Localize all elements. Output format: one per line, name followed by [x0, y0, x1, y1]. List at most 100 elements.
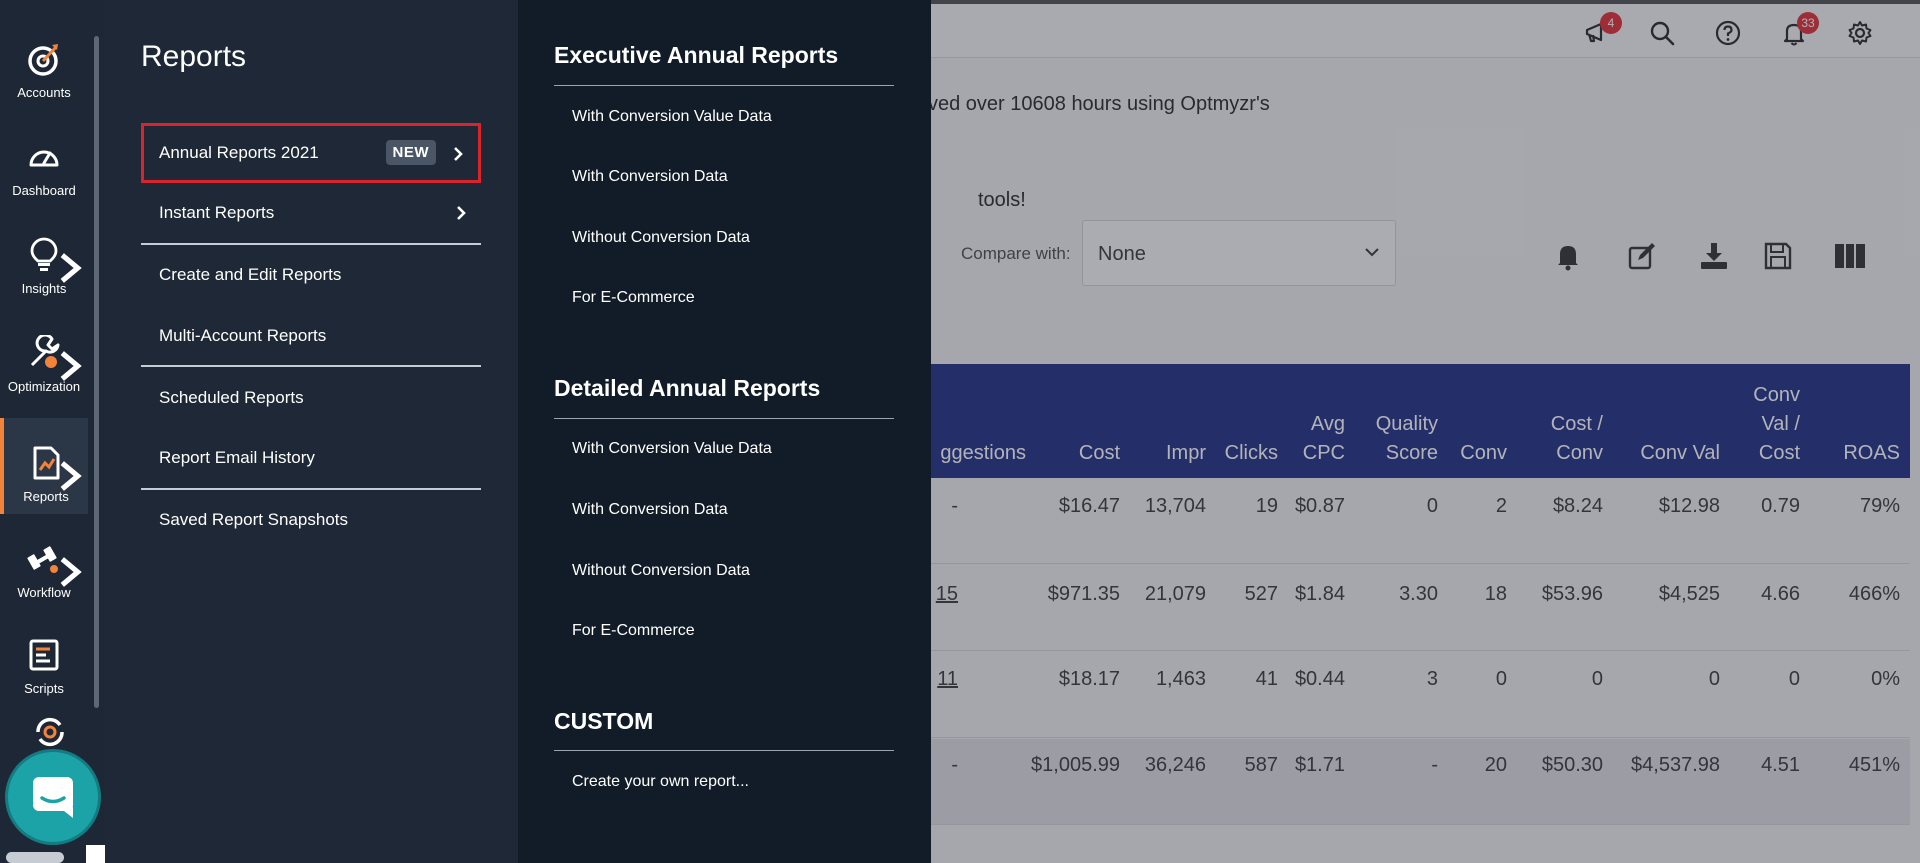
rail-item-accounts[interactable]: Accounts: [0, 14, 88, 110]
chat-launcher-button[interactable]: [8, 752, 98, 842]
submenu-item-exec-conv-data[interactable]: With Conversion Data: [572, 168, 728, 185]
chevron-down-icon: [1365, 248, 1379, 257]
gear-icon[interactable]: [1845, 18, 1875, 48]
submenu-item-create-own-report[interactable]: Create your own report...: [572, 773, 749, 790]
submenu-item-detailed-conv-value[interactable]: With Conversion Value Data: [572, 440, 772, 457]
column-header-conv-val-cost[interactable]: Conv Val / Cost: [1753, 384, 1800, 464]
column-header-cost-per-conv[interactable]: Cost / Conv: [1550, 413, 1603, 464]
column-header-cost[interactable]: Cost: [1078, 442, 1120, 464]
table-row: - $16.47 13,704 19 $0.87 0 2 $8.24 $12.9…: [930, 478, 1910, 564]
lightbulb-icon: [30, 237, 58, 271]
menu-divider: [141, 243, 481, 245]
menu-item-multi-account-reports[interactable]: Multi-Account Reports: [141, 308, 481, 364]
column-header-suggestions[interactable]: ggestions: [940, 442, 1026, 464]
rail-item-label: Accounts: [17, 85, 71, 100]
tools-text: tools!: [978, 189, 1026, 211]
menu-item-label: Create and Edit Reports: [159, 265, 342, 284]
table-row: 11 $18.17 1,463 41 $0.44 3 0 0 0 0 0%: [930, 652, 1910, 738]
time-savings-text: ved over 10608 hours using Optmyzr's: [928, 93, 1270, 115]
annual-reports-submenu: Executive Annual Reports With Conversion…: [518, 0, 931, 863]
menu-item-create-edit-reports[interactable]: Create and Edit Reports: [141, 247, 481, 303]
column-header-conv[interactable]: Conv: [1460, 442, 1507, 464]
rail-item-label: Reports: [23, 489, 69, 504]
rail-item-label: Insights: [21, 281, 67, 296]
help-icon[interactable]: [1713, 18, 1743, 48]
wrench-icon: [30, 335, 60, 368]
section-divider: [554, 750, 894, 751]
target-icon: [28, 44, 58, 76]
section-title-custom: CUSTOM: [554, 708, 654, 734]
alert-bell-icon[interactable]: [1552, 240, 1584, 272]
bell-icon[interactable]: 33: [1779, 12, 1819, 48]
submenu-item-detailed-ecommerce[interactable]: For E-Commerce: [572, 622, 695, 639]
chat-icon: [33, 777, 73, 818]
rail-item-optimization[interactable]: Optimization: [0, 308, 88, 404]
compare-select[interactable]: None: [1082, 220, 1396, 286]
menu-divider: [141, 488, 481, 490]
section-title-detailed: Detailed Annual Reports: [554, 375, 821, 401]
sync-icon[interactable]: [32, 714, 68, 750]
rail-item-label: Scripts: [24, 681, 64, 696]
megaphone-badge: 4: [1600, 12, 1622, 34]
script-icon: [29, 639, 59, 671]
menu-item-report-email-history[interactable]: Report Email History: [141, 430, 481, 486]
menu-item-label: Annual Reports 2021: [159, 143, 319, 162]
section-divider: [554, 85, 894, 86]
rail-item-dashboard[interactable]: Dashboard: [0, 112, 88, 208]
rail-item-scripts[interactable]: Scripts: [0, 610, 88, 706]
menu-item-annual-reports-2021[interactable]: Annual Reports 2021 NEW: [141, 123, 481, 183]
submenu-item-exec-no-conv[interactable]: Without Conversion Data: [572, 229, 750, 246]
rail-item-label: Workflow: [17, 585, 71, 600]
new-badge: NEW: [385, 140, 436, 165]
rail-item-workflow[interactable]: Workflow: [0, 514, 88, 610]
menu-item-label: Report Email History: [159, 448, 315, 467]
table-header: ggestions Cost Impr Clicks Avg CPC Qualit…: [930, 364, 1910, 478]
menu-item-scheduled-reports[interactable]: Scheduled Reports: [141, 370, 481, 426]
chevron-right-icon: [60, 557, 82, 587]
column-header-conv-val[interactable]: Conv Val: [1640, 442, 1720, 464]
rail-item-reports[interactable]: Reports: [0, 418, 88, 514]
menu-item-instant-reports[interactable]: Instant Reports: [141, 185, 481, 241]
rail-item-insights[interactable]: Insights: [0, 210, 88, 306]
chevron-right-icon: [60, 351, 82, 381]
column-header-roas[interactable]: ROAS: [1843, 442, 1900, 464]
rail-item-label: Optimization: [7, 379, 81, 394]
reports-menu-title: Reports: [141, 40, 247, 73]
columns-icon[interactable]: [1834, 240, 1866, 272]
save-icon[interactable]: [1762, 240, 1794, 272]
submenu-item-exec-ecommerce[interactable]: For E-Commerce: [572, 289, 695, 306]
chevron-right-icon: [457, 206, 466, 220]
rail-corner: [86, 845, 105, 863]
submenu-item-detailed-conv-data[interactable]: With Conversion Data: [572, 501, 728, 518]
reports-menu-panel: Reports Annual Reports 2021 NEW Instant …: [105, 0, 518, 863]
workflow-icon: [27, 546, 58, 573]
column-header-clicks[interactable]: Clicks: [1224, 442, 1278, 464]
search-icon[interactable]: [1647, 18, 1677, 48]
menu-item-saved-report-snapshots[interactable]: Saved Report Snapshots: [141, 492, 481, 548]
menu-item-label: Saved Report Snapshots: [159, 510, 349, 529]
rail-scrollbar[interactable]: [94, 36, 99, 708]
chevron-right-icon: [60, 253, 82, 283]
section-title-executive: Executive Annual Reports: [554, 42, 839, 68]
rail-item-label: Dashboard: [12, 183, 76, 198]
column-header-avg-cpc[interactable]: Avg CPC: [1302, 413, 1345, 464]
chevron-right-icon: [60, 461, 82, 491]
compare-value: None: [1098, 243, 1146, 265]
compare-label: Compare with:: [961, 244, 1071, 263]
megaphone-icon[interactable]: 4: [1582, 12, 1622, 48]
menu-backdrop[interactable]: [930, 0, 1920, 863]
submenu-item-detailed-no-conv[interactable]: Without Conversion Data: [572, 562, 750, 579]
rail-bottom-handle: [6, 852, 64, 863]
menu-divider: [141, 365, 481, 367]
report-icon: [33, 446, 60, 480]
gauge-icon: [29, 150, 59, 167]
menu-item-label: Instant Reports: [159, 203, 275, 222]
menu-item-label: Multi-Account Reports: [159, 326, 327, 345]
download-icon[interactable]: [1698, 240, 1730, 272]
menu-item-label: Scheduled Reports: [159, 388, 304, 407]
column-header-quality-score[interactable]: Quality Score: [1375, 413, 1438, 464]
submenu-item-exec-conv-value[interactable]: With Conversion Value Data: [572, 108, 772, 125]
bell-badge: 33: [1797, 12, 1819, 34]
column-header-impr[interactable]: Impr: [1166, 442, 1206, 464]
edit-icon[interactable]: [1626, 240, 1658, 272]
